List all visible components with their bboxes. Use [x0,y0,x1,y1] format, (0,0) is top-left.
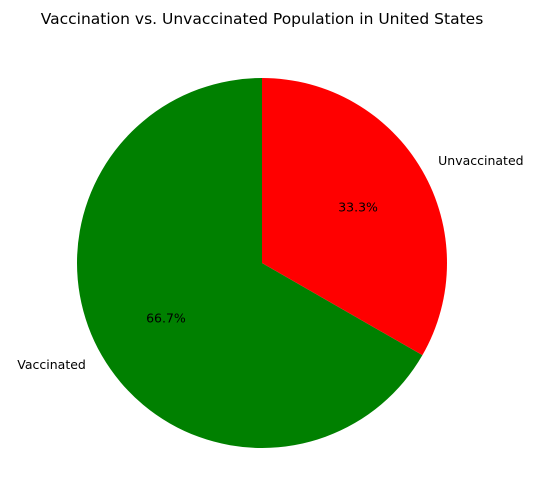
pie-slices [77,78,447,448]
chart-title: Vaccination vs. Unvaccinated Population … [41,10,484,28]
pie-slice-unvaccinated [262,78,447,356]
pie-labels: 66.7% Vaccinated 33.3% Unvaccinated [17,153,523,372]
slice-label-unvaccinated: Unvaccinated [438,153,523,168]
pie-slice-vaccinated [77,78,423,448]
pct-label-vaccinated: 66.7% [146,311,186,326]
pct-label-unvaccinated: 33.3% [338,199,378,214]
slice-label-vaccinated: Vaccinated [17,357,86,372]
